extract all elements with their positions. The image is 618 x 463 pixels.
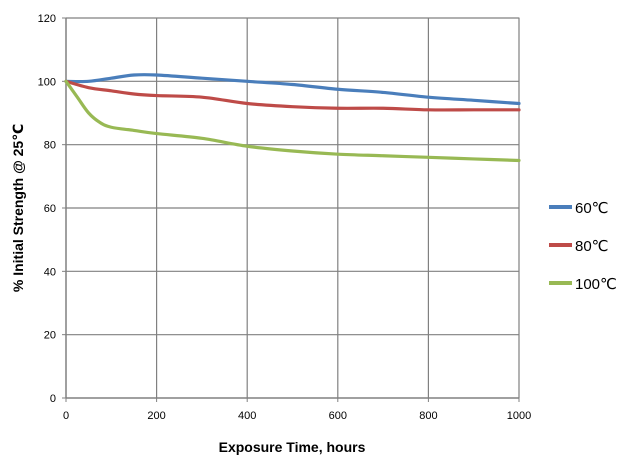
y-tick-label: 120: [38, 13, 56, 25]
x-tick-label: 600: [329, 410, 347, 422]
y-tick-label: 60: [44, 203, 56, 215]
x-axis-ticks: 0 200 400 600 800 1000: [63, 398, 531, 422]
x-tick-label: 400: [238, 410, 256, 422]
y-axis-ticks: 0 20 40 60 80 100 120: [38, 13, 66, 405]
y-tick-label: 80: [44, 140, 56, 152]
legend-label: 100℃: [575, 276, 617, 293]
x-tick-label: 1000: [507, 410, 531, 422]
y-tick-label: 40: [44, 266, 56, 278]
y-tick-label: 100: [38, 76, 56, 88]
y-tick-label: 0: [50, 393, 56, 405]
x-tick-label: 200: [147, 410, 165, 422]
x-tick-label: 800: [419, 410, 437, 422]
x-axis-title: Exposure Time, hours: [219, 439, 366, 455]
x-tick-label: 0: [63, 410, 69, 422]
legend: 60℃ 80℃ 100℃: [549, 200, 617, 293]
y-tick-label: 20: [44, 330, 56, 342]
legend-label: 80℃: [575, 238, 609, 255]
legend-label: 60℃: [575, 200, 609, 217]
y-axis-title: % Initial Strength @ 25℃: [10, 124, 26, 292]
